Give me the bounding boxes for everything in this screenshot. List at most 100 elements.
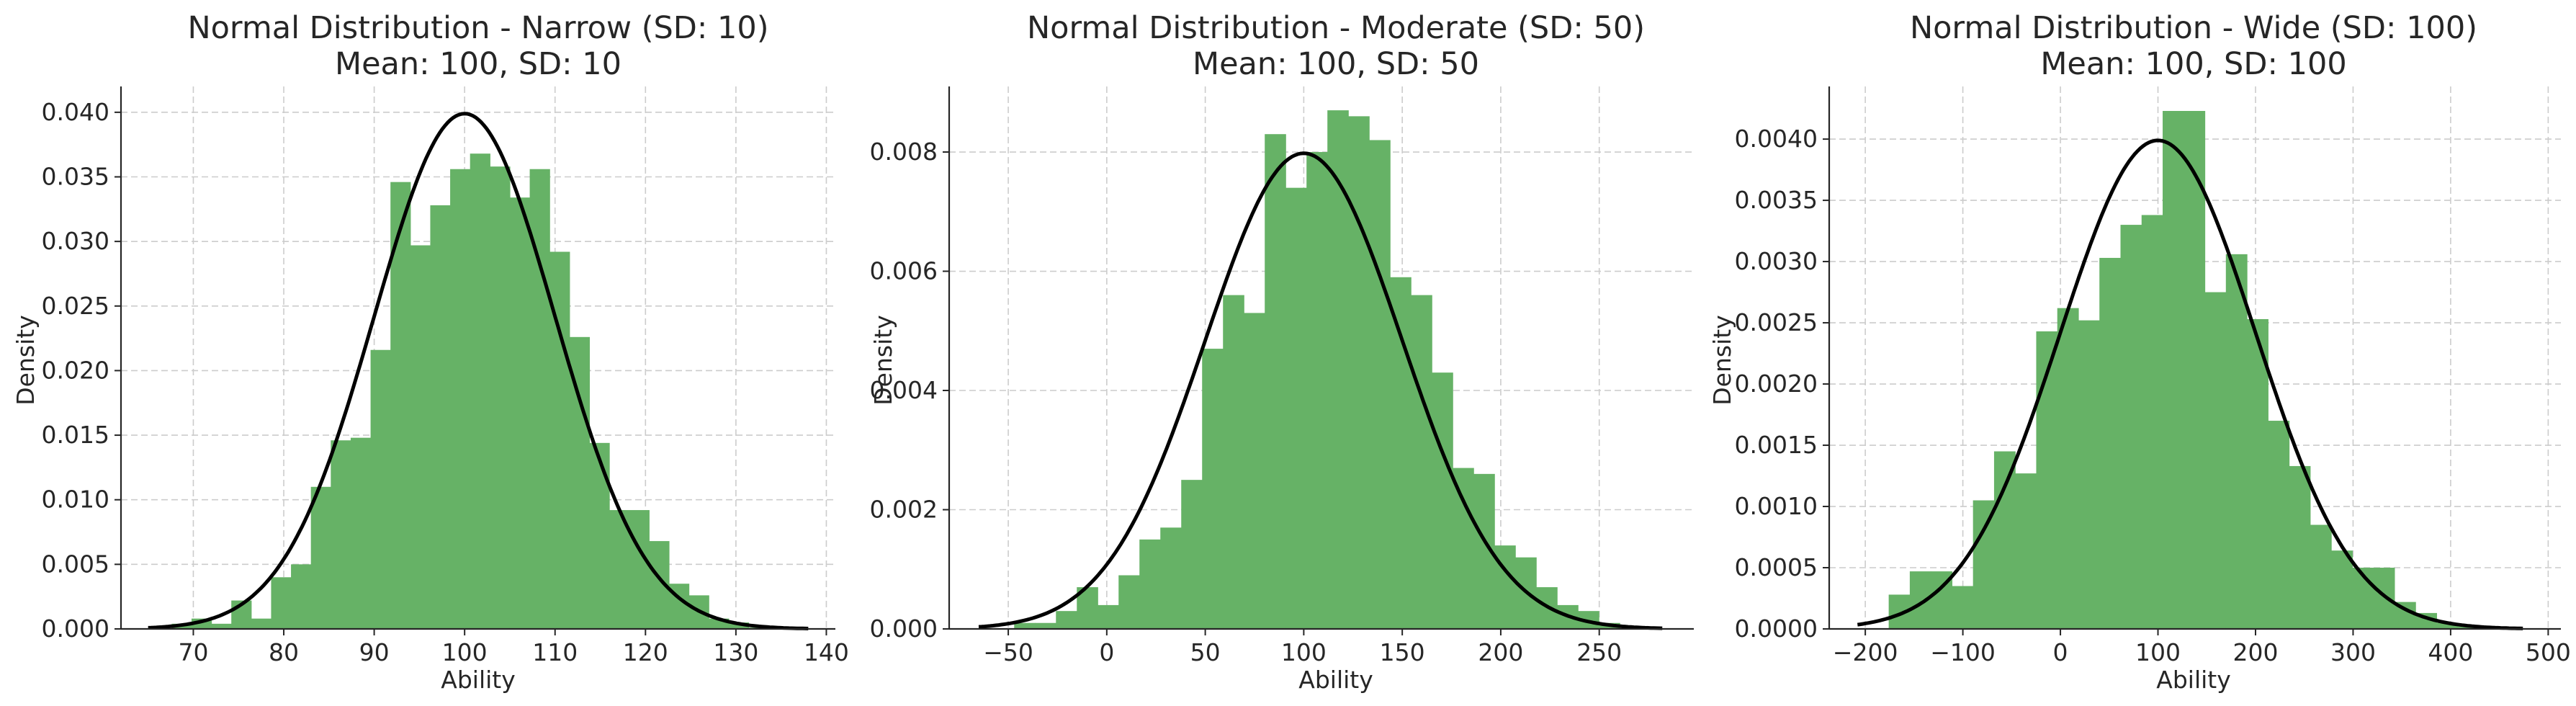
histogram-bar <box>1244 313 1265 629</box>
histogram-bar <box>470 153 490 629</box>
x-tick-label: −200 <box>1833 638 1898 666</box>
x-tick-label: 120 <box>623 638 668 666</box>
y-tick-label: 0.000 <box>42 615 109 643</box>
histogram-bar <box>1369 140 1391 629</box>
histogram-bar <box>1202 349 1224 629</box>
x-tick-label: 90 <box>359 638 390 666</box>
histogram-bar <box>1181 480 1203 629</box>
histogram-bar <box>589 442 610 629</box>
histogram-bar <box>1973 500 1995 629</box>
y-tick-label: 0.008 <box>870 138 938 166</box>
histogram-bar <box>1453 468 1474 629</box>
x-tick-label: 250 <box>1576 638 1622 666</box>
x-tick-label: 100 <box>1281 638 1327 666</box>
normal-pdf-curve <box>978 151 1663 630</box>
histogram-bar <box>2436 622 2459 629</box>
x-tick-label: 140 <box>804 638 849 666</box>
histogram-bar <box>2247 318 2268 629</box>
histogram-bar <box>1993 451 2016 629</box>
y-tick-label: 0.035 <box>42 163 109 191</box>
y-tick-label: 0.002 <box>870 496 938 524</box>
histogram-bar <box>629 510 650 629</box>
y-tick-label: 0.040 <box>42 98 109 126</box>
x-tick-label: 0 <box>1099 638 1114 666</box>
x-tick-label: 50 <box>1190 638 1221 666</box>
histogram-bar <box>2373 568 2395 629</box>
histogram-bar <box>609 510 630 629</box>
histogram-bar <box>2163 110 2184 629</box>
y-tick-label: 0.0010 <box>1735 492 1818 520</box>
histogram-bar <box>2036 331 2058 629</box>
histogram-bar <box>390 182 411 629</box>
x-tick-label: 110 <box>532 638 578 666</box>
histogram-bar <box>2457 626 2479 629</box>
histogram-bar <box>1390 277 1412 629</box>
y-tick-label: 0.000 <box>870 615 938 643</box>
histogram-bar <box>410 245 431 629</box>
x-tick-label: 80 <box>269 638 299 666</box>
histogram-bar <box>1160 527 1182 629</box>
histogram-bar <box>1035 622 1056 629</box>
histogram-bar <box>1952 586 1974 629</box>
y-axis-label: Density <box>869 315 897 405</box>
x-tick-label: −100 <box>1930 638 1996 666</box>
normal-pdf-curve <box>148 112 809 630</box>
x-tick-label: 500 <box>2526 638 2571 666</box>
histogram-bar <box>2015 473 2037 629</box>
y-tick-label: 0.025 <box>42 292 109 320</box>
histogram-bar <box>2057 308 2079 629</box>
x-tick-label: 100 <box>2135 638 2181 666</box>
histogram-bar <box>310 486 331 629</box>
x-tick-label: 200 <box>1478 638 1523 666</box>
histogram-bar <box>1285 187 1307 630</box>
chart-subtitle: Mean: 100, SD: 50 <box>1193 46 1479 82</box>
histogram-bar <box>450 169 471 629</box>
chart-title: Normal Distribution - Wide (SD: 100) <box>1910 10 2477 46</box>
chart-title: Normal Distribution - Narrow (SD: 10) <box>187 10 768 46</box>
histogram-bar <box>370 349 391 629</box>
y-tick-label: 0.0000 <box>1735 615 1818 643</box>
histogram-bar <box>2184 110 2206 629</box>
x-tick-label: 400 <box>2428 638 2473 666</box>
histogram-bar <box>2289 465 2311 629</box>
histogram-bar <box>1056 611 1077 629</box>
chart-panel-wide: Normal Distribution - Wide (SD: 100) Mea… <box>1708 10 2571 694</box>
x-tick-label: 130 <box>713 638 758 666</box>
histogram-bar <box>1306 152 1328 629</box>
histogram-bar <box>569 336 591 629</box>
x-axis-label: Ability <box>1298 666 1373 694</box>
x-axis-label: Ability <box>441 666 516 694</box>
histogram-bar <box>2120 225 2142 630</box>
normal-pdf-curve <box>1857 138 2523 630</box>
x-tick-label: 100 <box>442 638 488 666</box>
x-tick-label: 150 <box>1380 638 1425 666</box>
histogram-bars <box>1888 110 2479 630</box>
y-tick-label: 0.005 <box>42 550 109 578</box>
histogram-bar <box>291 564 312 629</box>
y-tick-label: 0.0015 <box>1735 431 1818 459</box>
x-axis-label: Ability <box>2156 666 2231 694</box>
chart-subtitle: Mean: 100, SD: 100 <box>2040 46 2346 82</box>
y-tick-label: 0.004 <box>870 376 938 404</box>
histogram-bar <box>1265 134 1286 629</box>
x-tick-label: −50 <box>983 638 1033 666</box>
y-tick-label: 0.0030 <box>1735 247 1818 275</box>
histogram-bar <box>509 197 531 630</box>
y-tick-label: 0.0005 <box>1735 553 1818 581</box>
histogram-bar <box>350 437 372 629</box>
histogram-bar <box>1139 539 1161 629</box>
x-tick-label: 200 <box>2232 638 2278 666</box>
y-tick-label: 0.015 <box>42 421 109 449</box>
y-axis-label: Density <box>12 315 40 405</box>
chart-subtitle: Mean: 100, SD: 10 <box>335 46 621 82</box>
histogram-bar <box>211 623 232 629</box>
histogram-bar <box>1223 295 1244 629</box>
x-tick-label: 0 <box>2053 638 2068 666</box>
histogram-bar <box>1014 622 1036 629</box>
y-tick-label: 0.0025 <box>1735 308 1818 336</box>
histogram-bar <box>2078 320 2100 629</box>
histogram-bar <box>271 577 292 629</box>
y-tick-label: 0.006 <box>870 257 938 285</box>
y-tick-label: 0.030 <box>42 227 109 255</box>
